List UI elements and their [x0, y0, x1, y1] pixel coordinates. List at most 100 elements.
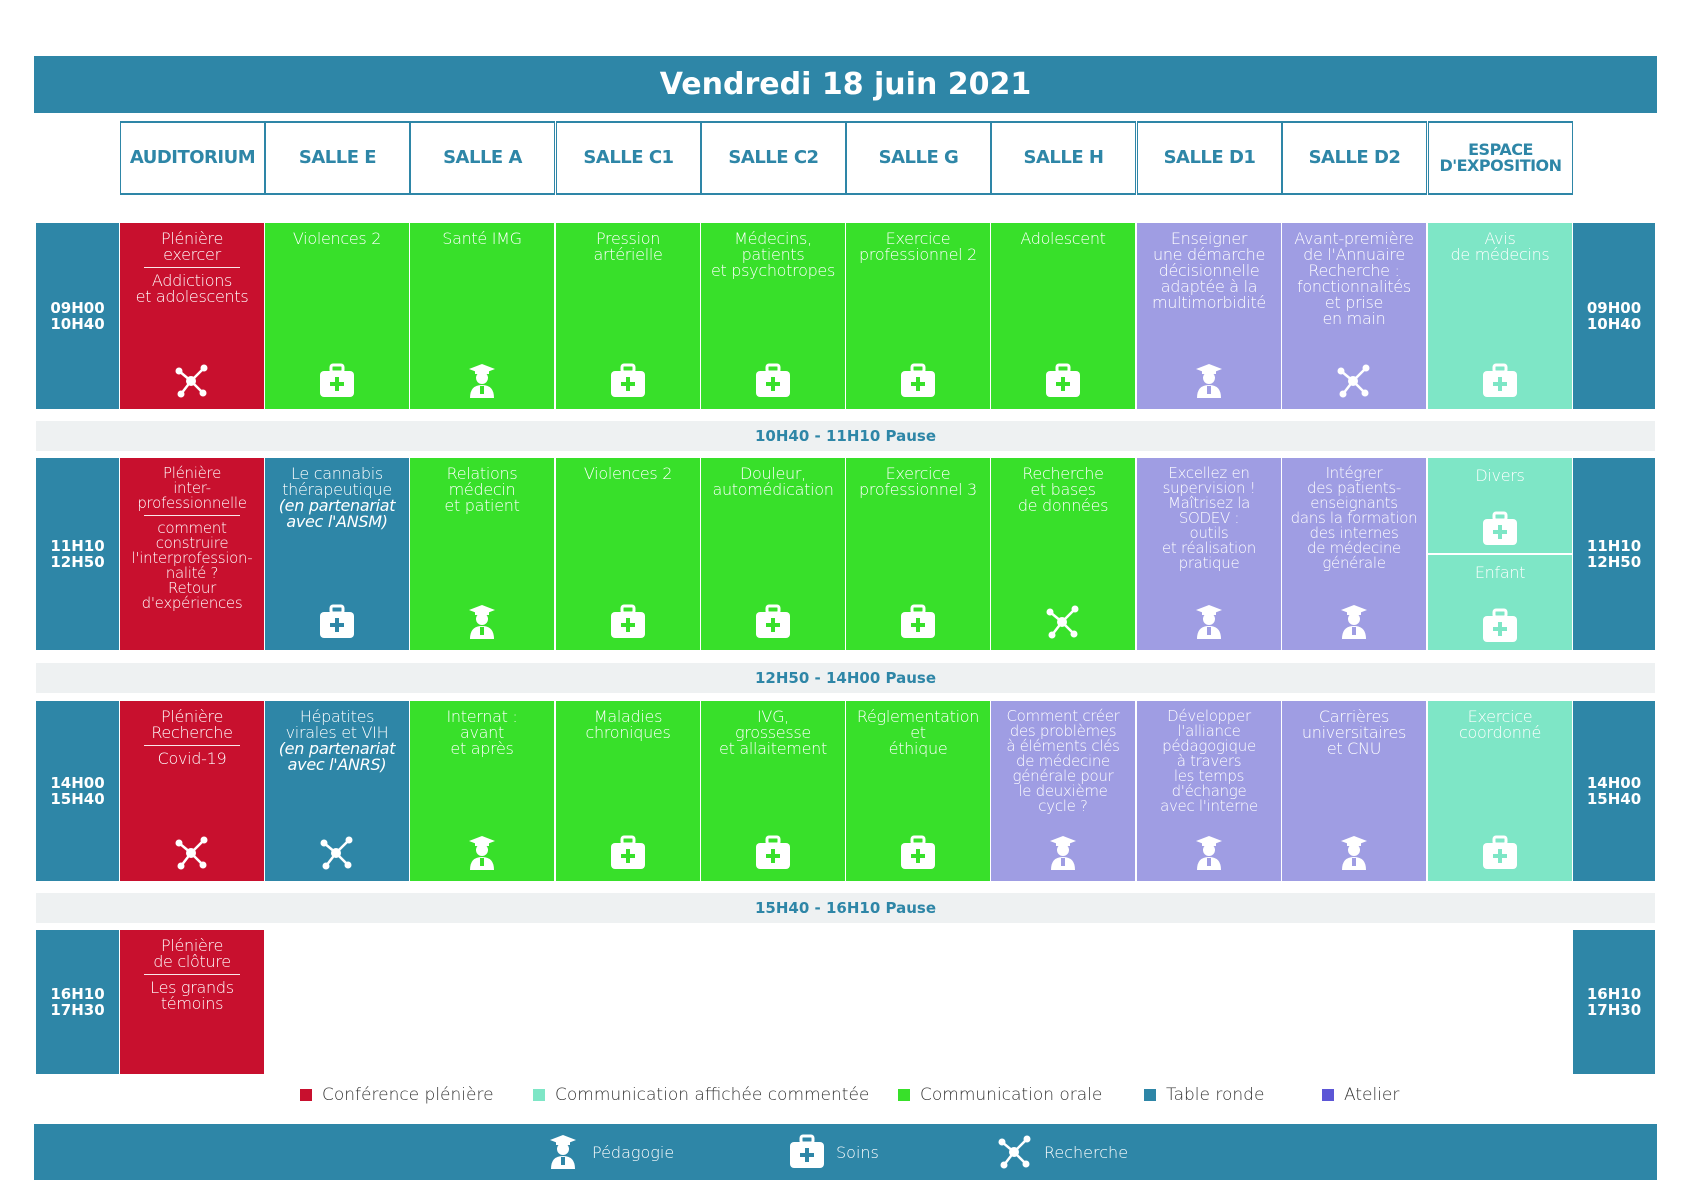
session-title-line: Santé IMG: [442, 229, 522, 248]
footer-legend-label: Soins: [836, 1142, 879, 1162]
session-title-line: Hépatites: [299, 707, 375, 726]
session-title-line: professionnelle: [137, 494, 247, 512]
time-start: 09H00: [50, 299, 105, 317]
soins-icon: [786, 1134, 836, 1170]
session-cell[interactable]: Avis de médecins: [1428, 223, 1572, 409]
session-cell[interactable]: Avant-première de l'Annuaire Recherche : fo…: [1282, 223, 1426, 409]
session-cell[interactable]: Maladies chroniques: [556, 701, 700, 881]
session-partner-line: avec l'ANSM): [286, 512, 388, 531]
pedagogie-icon: [461, 363, 503, 399]
session-cell[interactable]: Comment créer des problèmes à éléments clé…: [991, 701, 1135, 881]
session-divider: [144, 974, 240, 975]
recherche-icon: [171, 363, 213, 399]
pause-bar: 15H40 - 16H10 Pause: [36, 893, 1655, 923]
pause-bar: 10H40 - 11H10 Pause: [36, 421, 1655, 451]
session-cell[interactable]: Plénière Recherche Covid-19: [120, 701, 264, 881]
session-title-line: de données: [1017, 496, 1109, 515]
session-title-line: Maîtrisez la: [1168, 494, 1250, 512]
session-partner-line: avec l'ANRS): [287, 755, 387, 774]
session-cell[interactable]: Plénière exercer Addictions et adolescents: [120, 223, 264, 409]
session-subtitle-line: l'interprofession-: [131, 549, 253, 567]
session-title-line: de médecine: [1016, 752, 1110, 770]
session-title-line: enseignants: [1310, 494, 1398, 512]
session-title-line: cycle ?: [1038, 797, 1088, 815]
session-cell[interactable]: Violences 2: [265, 223, 409, 409]
session-title-line: Adolescent: [1020, 229, 1106, 248]
session-cell[interactable]: Douleur, automédication: [701, 458, 845, 650]
session-cell[interactable]: Exercice professionnel 2: [846, 223, 990, 409]
legend-item: Atelier: [1322, 1085, 1399, 1105]
session-cell[interactable]: Plénière de clôture Les grands témoins: [120, 930, 264, 1074]
time-slot-right: 11H10 12H50: [1573, 458, 1655, 650]
session-title-line: des problèmes: [1009, 722, 1117, 740]
session-cell[interactable]: Plénière inter-professionnelle comment cons…: [120, 458, 264, 650]
session-title-line: Enseigner: [1170, 229, 1248, 248]
room-header: SALLE D2: [1282, 121, 1427, 195]
pedagogie-icon: [1188, 604, 1230, 640]
room-header: SALLE E: [265, 121, 410, 195]
session-cell[interactable]: Violences 2: [556, 458, 700, 650]
session-title-line: avec l'interne: [1160, 797, 1258, 815]
footer-legend-label: Recherche: [1044, 1142, 1129, 1162]
pedagogie-icon: [1188, 363, 1230, 399]
time-start: 16H10: [50, 985, 105, 1003]
time-end: 12H50: [50, 553, 105, 571]
session-cell[interactable]: Réglementation et éthique: [846, 701, 990, 881]
time-start: 16H10: [1586, 985, 1642, 1003]
session-cell[interactable]: Développer l'alliance pédagogique à travers…: [1137, 701, 1281, 881]
session-cell[interactable]: Exercice coordonné: [1428, 701, 1572, 881]
page-title: Vendredi 18 juin 2021: [34, 56, 1657, 113]
pause-bar: 12H50 - 14H00 Pause: [36, 663, 1655, 693]
session-cell[interactable]: Enseigner une démarche décisionnelle adapté…: [1137, 223, 1281, 409]
session-cell[interactable]: Relations médecin et patient: [410, 458, 554, 650]
session-cell[interactable]: Enfant: [1428, 555, 1572, 650]
room-header: SALLE D1: [1137, 121, 1282, 195]
session-title-line: Recherche: [1022, 464, 1104, 483]
session-cell[interactable]: Internat : avant et après: [410, 701, 554, 881]
session-cell[interactable]: Exercice professionnel 3: [846, 458, 990, 650]
session-title-line: et: [910, 723, 926, 742]
legend-swatch: [898, 1089, 910, 1101]
session-title-line: médecin: [448, 480, 516, 499]
session-title-line: professionnel 3: [859, 480, 977, 499]
soins-icon: [752, 363, 794, 399]
pedagogie-icon: [461, 604, 503, 640]
recherche-icon: [171, 835, 213, 871]
pedagogie-icon: [1188, 835, 1230, 871]
time-start: 11H10: [50, 537, 105, 555]
session-cell[interactable]: Recherche et bases de données: [991, 458, 1135, 650]
room-header: SALLE C2: [701, 121, 846, 195]
session-title-line: Plénière: [160, 229, 224, 248]
session-cell[interactable]: Intégrer des patients-enseignants dans la …: [1282, 458, 1426, 650]
soins-icon: [752, 604, 794, 640]
session-cell[interactable]: Divers: [1428, 458, 1572, 553]
session-cell[interactable]: Hépatites virales et VIH (en partenariat av…: [265, 701, 409, 881]
icon-legend-footer: Pédagogie Soins Recherche: [34, 1124, 1657, 1180]
session-cell[interactable]: IVG, grossesse et allaitement: [701, 701, 845, 881]
recherche-icon: [1333, 363, 1375, 399]
session-cell[interactable]: Le cannabis thérapeutique (en partenariat a…: [265, 458, 409, 650]
time-start: 14H00: [1586, 774, 1642, 792]
session-cell[interactable]: Carrières universitaires et CNU: [1282, 701, 1426, 881]
soins-icon: [607, 835, 649, 871]
session-title-line: Développer: [1167, 707, 1251, 725]
time-end: 10H40: [50, 315, 105, 333]
session-title-line: de l'Annuaire: [1303, 245, 1405, 264]
recherche-icon: [1042, 604, 1084, 640]
session-cell[interactable]: Médecins, patients et psychotropes: [701, 223, 845, 409]
room-header: SALLE C1: [556, 121, 701, 195]
session-title-line: Recherche: [151, 723, 233, 742]
session-subtitle-line: Covid-19: [157, 749, 227, 768]
session-cell[interactable]: Excellez en supervision ! Maîtrisez la SODE…: [1137, 458, 1281, 650]
time-start: 11H10: [1586, 537, 1642, 555]
session-cell[interactable]: Santé IMG: [410, 223, 554, 409]
session-title-line: Douleur,: [740, 464, 806, 483]
legend-item: Communication affichée commentée: [533, 1085, 869, 1105]
time-end: 12H50: [1586, 553, 1642, 571]
session-cell[interactable]: Adolescent: [991, 223, 1135, 409]
legend-label: Communication orale: [920, 1085, 1103, 1105]
session-subtitle-line: Retour: [168, 579, 216, 597]
session-title-line: Violences 2: [292, 229, 382, 248]
session-cell[interactable]: Pression artérielle: [556, 223, 700, 409]
session-title-line: Le cannabis: [291, 464, 383, 483]
